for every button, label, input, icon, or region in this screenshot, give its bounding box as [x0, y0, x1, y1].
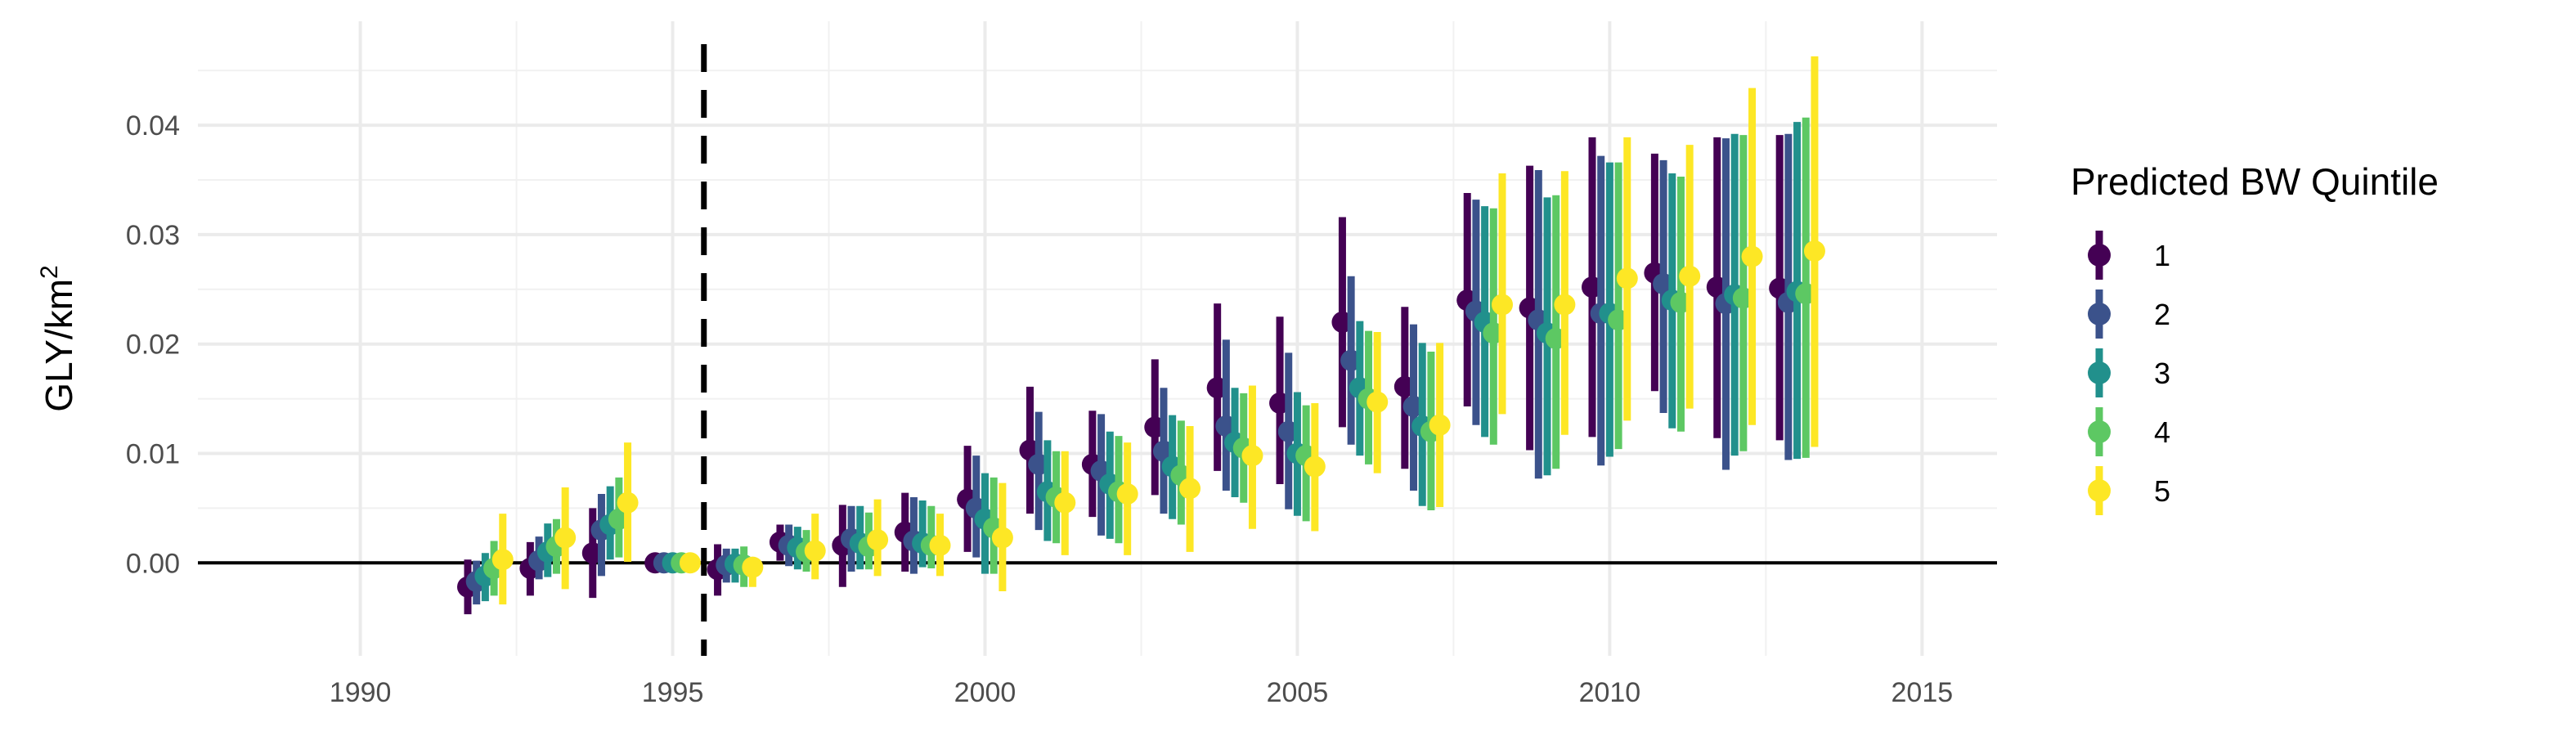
legend-item-3: 3	[2088, 348, 2170, 397]
axes: 1990 1995 2000 2005 2010 2015 0.00 0.01 0.02 0.03…	[36, 110, 1953, 708]
y-tick-label: 0.02	[126, 330, 180, 361]
legend-label: 2	[2154, 298, 2170, 331]
legend: Predicted BW Quintile 1 2 3 4 5	[2071, 160, 2439, 515]
series-3	[474, 122, 1808, 602]
data-point	[679, 552, 701, 574]
legend-item-5: 5	[2088, 466, 2170, 515]
data-point	[867, 529, 889, 551]
legend-label: 5	[2154, 474, 2170, 508]
legend-item-4: 4	[2088, 407, 2170, 456]
y-tick-label: 0.04	[126, 110, 180, 141]
y-axis-title: GLY/km2	[36, 265, 80, 411]
x-tick-label: 2005	[1267, 677, 1329, 708]
x-tick-label: 1995	[642, 677, 704, 708]
data-point	[1616, 267, 1638, 289]
series-1	[457, 135, 1791, 615]
data-point	[804, 540, 826, 562]
series-4	[483, 117, 1817, 596]
data-point	[491, 549, 514, 571]
legend-label: 3	[2154, 357, 2170, 390]
data-point	[617, 491, 639, 514]
y-tick-label: 0.03	[126, 220, 180, 251]
legend-title: Predicted BW Quintile	[2071, 160, 2439, 203]
x-tick-label: 2000	[954, 677, 1016, 708]
series-5	[491, 56, 1825, 605]
data-point	[1116, 482, 1138, 505]
data-point	[929, 534, 951, 556]
y-axis-title-superscript: 2	[36, 265, 63, 279]
legend-key-point	[2088, 303, 2111, 325]
legend-item-2: 2	[2088, 289, 2170, 339]
series-2	[465, 133, 1799, 605]
legend-key-point	[2088, 244, 2111, 267]
data-point	[554, 527, 577, 549]
y-tick-label: 0.01	[126, 438, 180, 469]
legend-label: 4	[2154, 415, 2170, 449]
x-tick-label: 2015	[1892, 677, 1954, 708]
legend-item-1: 1	[2088, 231, 2170, 280]
legend-key-point	[2088, 420, 2111, 443]
legend-key-point	[2088, 361, 2111, 384]
data-point	[1741, 245, 1763, 267]
data-point	[1054, 491, 1076, 514]
data-point	[1241, 445, 1263, 467]
data-point	[1492, 294, 1513, 316]
data-point	[1554, 294, 1576, 316]
data-point	[1679, 265, 1701, 287]
x-tick-label: 1990	[330, 677, 392, 708]
y-tick-label: 0.00	[126, 548, 180, 579]
data-point	[1179, 478, 1201, 500]
legend-key-point	[2088, 479, 2111, 502]
legend-label: 1	[2154, 239, 2170, 272]
data-point	[1803, 240, 1825, 262]
series-layer	[457, 56, 1825, 615]
data-point	[991, 527, 1013, 549]
data-point	[1429, 414, 1451, 436]
data-point	[1367, 391, 1389, 413]
x-tick-label: 2010	[1579, 677, 1641, 708]
data-point	[742, 556, 764, 578]
data-point	[1304, 456, 1326, 478]
